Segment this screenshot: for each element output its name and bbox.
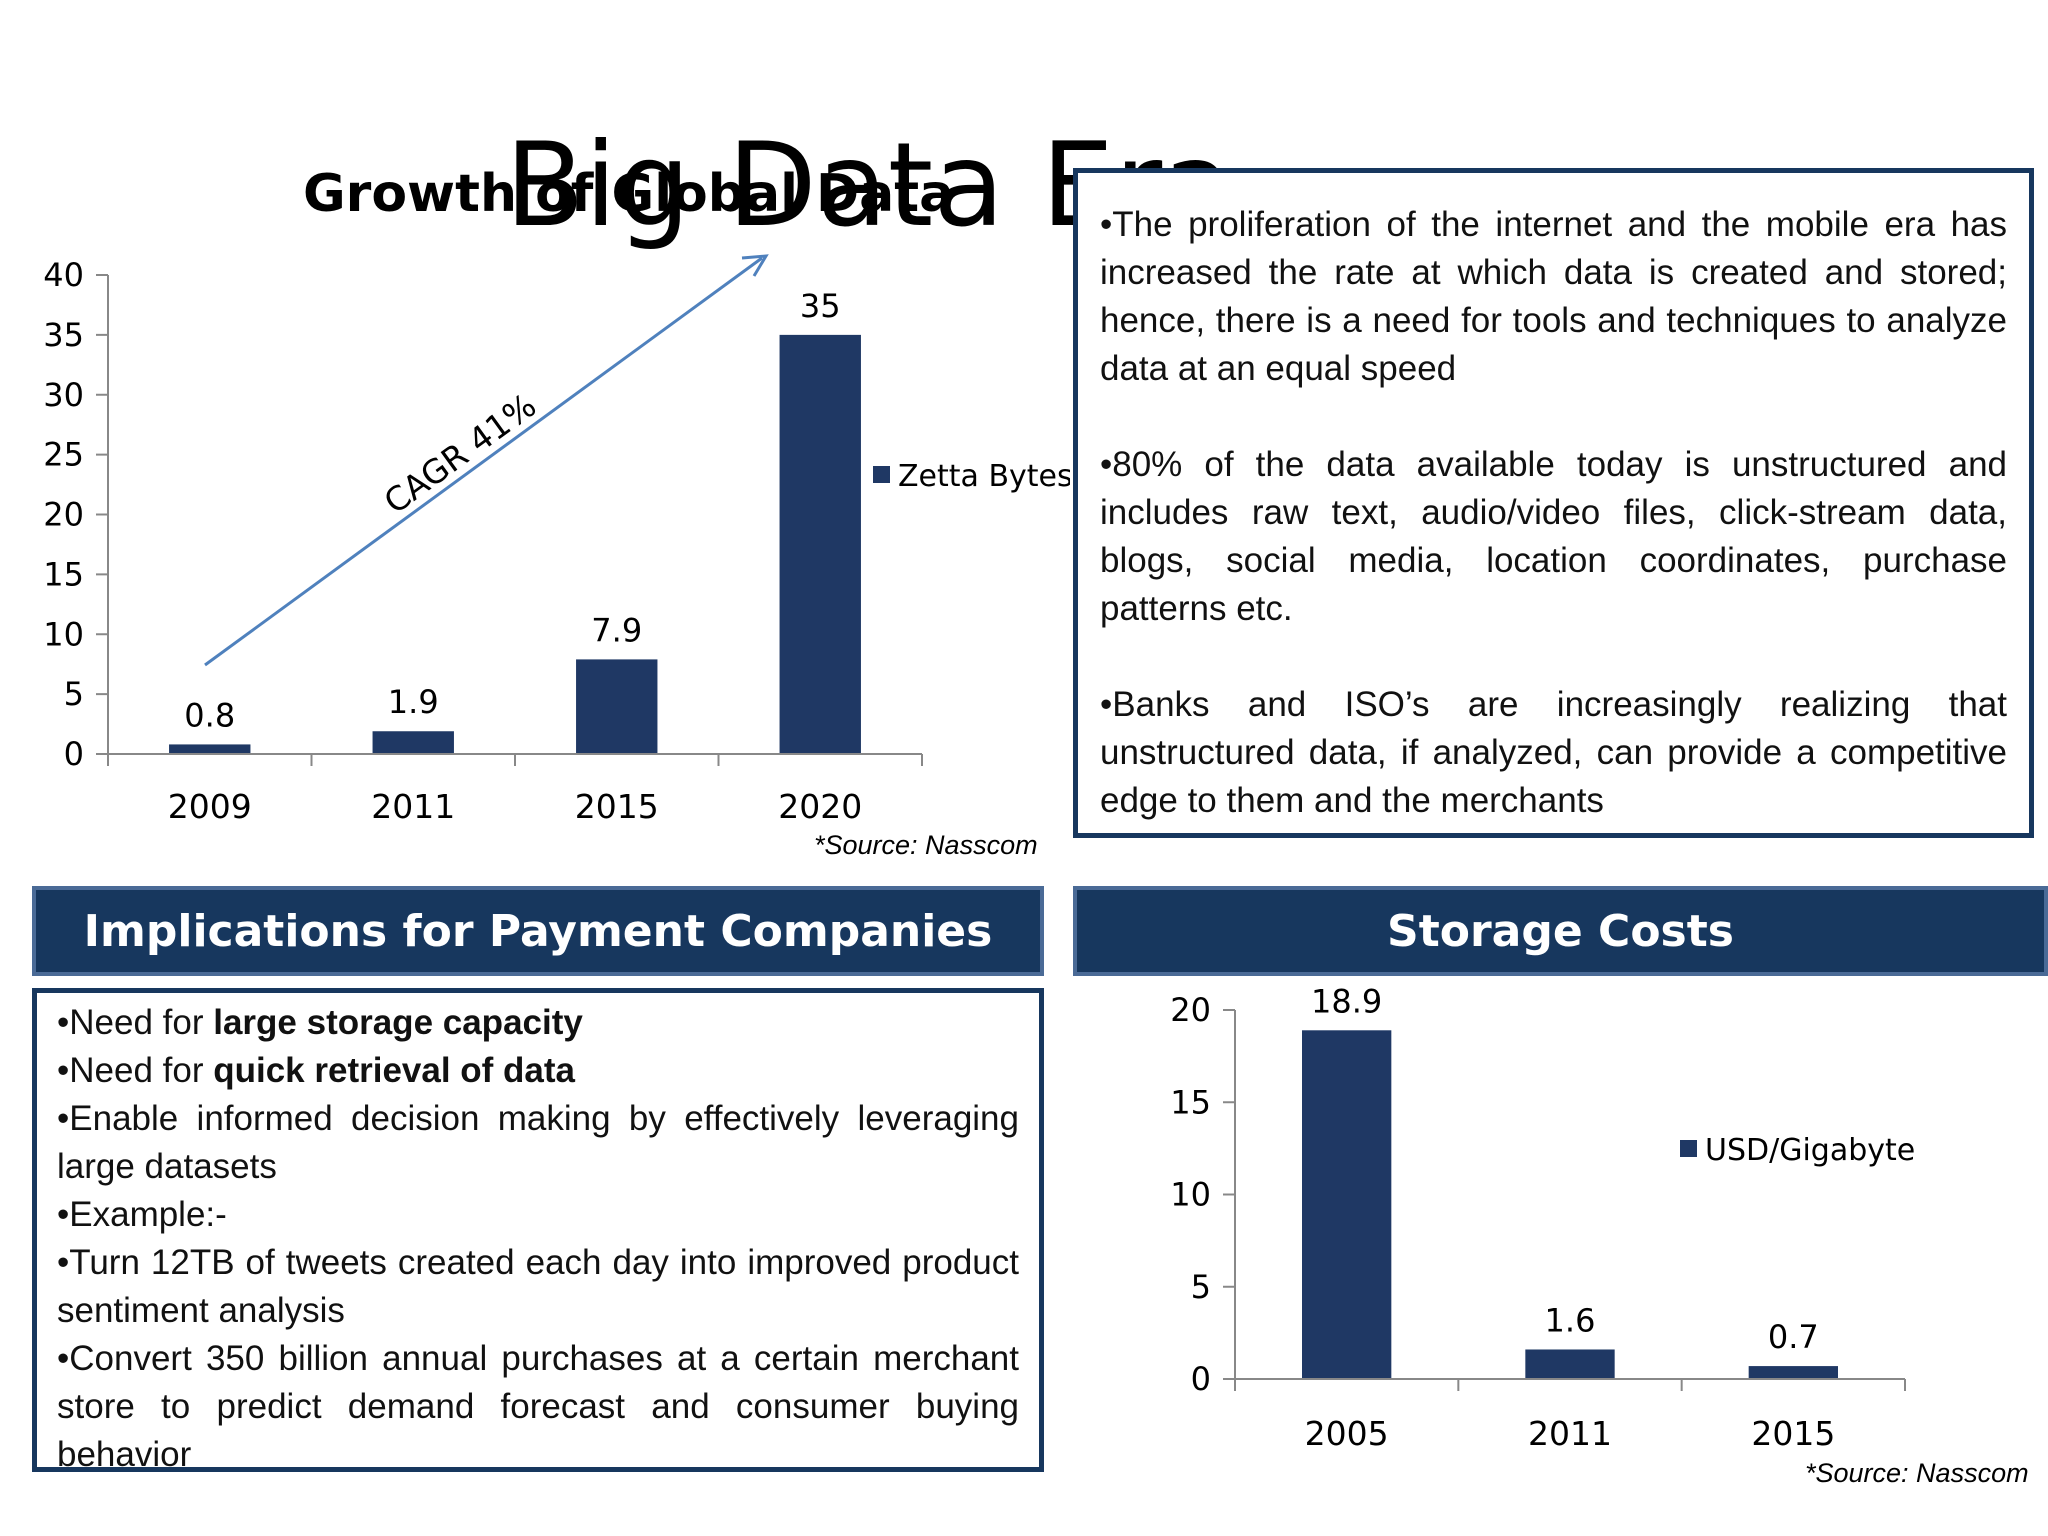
growth-legend-swatch <box>873 466 890 483</box>
growth-data-label: 7.9 <box>591 611 642 649</box>
growth-data-label: 0.8 <box>184 696 235 734</box>
growth-bar <box>576 659 658 754</box>
growth-y-tick-label: 20 <box>43 496 84 534</box>
storage-data-label: 0.7 <box>1768 1318 1819 1356</box>
storage-x-tick-label: 2011 <box>1528 1414 1612 1453</box>
storage-x-tick-label: 2015 <box>1751 1414 1835 1453</box>
storage-y-tick-label: 10 <box>1170 1176 1211 1214</box>
info-bullet-3: •Banks and ISO’s are increasingly realiz… <box>1100 685 2007 820</box>
cagr-arrow-head <box>741 254 769 277</box>
implications-box: •Need for large storage capacity •Need f… <box>32 988 1044 1474</box>
impl-line-6: •Convert 350 billion annual purchases at… <box>57 1339 1019 1474</box>
growth-bar <box>372 731 454 754</box>
growth-y-tick-label: 15 <box>43 555 84 593</box>
storage-bar <box>1525 1349 1615 1379</box>
growth-y-axis: 0 5 10 15 20 25 30 35 40 <box>43 256 109 773</box>
growth-x-tick-label: 2009 <box>168 787 252 826</box>
storage-chart: 0 5 10 15 20 18.9 1.6 0.7 2005 2011 2015 USD/Gig… <box>1170 982 1915 1453</box>
storage-bars: 18.9 1.6 0.7 <box>1302 982 1838 1379</box>
storage-y-tick-label: 5 <box>1191 1268 1211 1306</box>
growth-x-axis: 2009 2011 2015 2020 <box>107 753 923 826</box>
storage-y-tick-label: 15 <box>1170 1083 1211 1121</box>
growth-x-tick-label: 2015 <box>575 787 659 826</box>
growth-bar <box>779 334 861 754</box>
storage-bar <box>1302 1030 1392 1379</box>
growth-chart-title: Growth of Global Data <box>303 164 955 224</box>
growth-bar <box>169 744 251 754</box>
growth-y-tick-label: 5 <box>64 675 84 713</box>
impl-line-1: •Need for large storage capacity <box>57 1003 583 1042</box>
storage-legend-swatch <box>1680 1140 1697 1157</box>
storage-data-label: 1.6 <box>1545 1301 1596 1339</box>
storage-header: Storage Costs <box>1073 886 2048 976</box>
growth-data-label: 35 <box>800 287 841 325</box>
growth-y-tick-label: 0 <box>64 735 84 773</box>
storage-y-tick-label: 20 <box>1170 991 1211 1029</box>
growth-bars: 0.8 1.9 7.9 35 <box>169 287 861 754</box>
growth-y-tick-label: 30 <box>43 376 84 414</box>
storage-data-label: 18.9 <box>1311 982 1382 1020</box>
impl-line-2: •Need for quick retrieval of data <box>57 1051 576 1090</box>
storage-legend-label: USD/Gigabyte <box>1705 1133 1915 1168</box>
growth-x-tick-label: 2011 <box>371 787 455 826</box>
info-bullet-1: •The proliferation of the internet and t… <box>1100 205 2007 388</box>
implications-header: Implications for Payment Companies <box>32 886 1044 976</box>
cagr-arrow <box>204 256 763 667</box>
storage-bar <box>1748 1366 1838 1379</box>
growth-y-tick-label: 10 <box>43 615 84 653</box>
impl-line-5: •Turn 12TB of tweets created each day in… <box>57 1243 1019 1330</box>
growth-y-tick-label: 25 <box>43 436 84 474</box>
impl-line-2-bold: quick retrieval of data <box>213 1051 576 1090</box>
growth-data-label: 1.9 <box>388 683 439 721</box>
storage-y-axis: 0 5 10 15 20 <box>1170 991 1236 1398</box>
storage-source: *Source: Nasscom <box>1805 1458 2029 1488</box>
growth-y-tick-label: 40 <box>43 256 84 294</box>
cagr-label: CAGR 41% <box>377 386 543 522</box>
impl-line-3: •Enable informed decision making by effe… <box>57 1099 1019 1186</box>
growth-chart: 0 5 10 15 20 25 30 35 40 0.8 1.9 7.9 35 2009 2011 201… <box>43 254 1070 826</box>
growth-source: *Source: Nasscom <box>814 830 1038 860</box>
info-bullet-2: •80% of the data available today is unst… <box>1100 445 2007 628</box>
impl-line-1-bold: large storage capacity <box>213 1003 583 1042</box>
growth-legend-label: Zetta Bytes <box>898 459 1070 494</box>
info-box: •The proliferation of the internet and t… <box>1073 168 2034 838</box>
storage-x-axis: 2005 2011 2015 <box>1234 1378 1906 1453</box>
growth-y-tick-label: 35 <box>43 316 84 354</box>
impl-line-4: •Example:- <box>57 1195 227 1234</box>
storage-y-tick-label: 0 <box>1191 1360 1211 1398</box>
storage-x-tick-label: 2005 <box>1305 1414 1389 1453</box>
growth-x-tick-label: 2020 <box>778 787 862 826</box>
